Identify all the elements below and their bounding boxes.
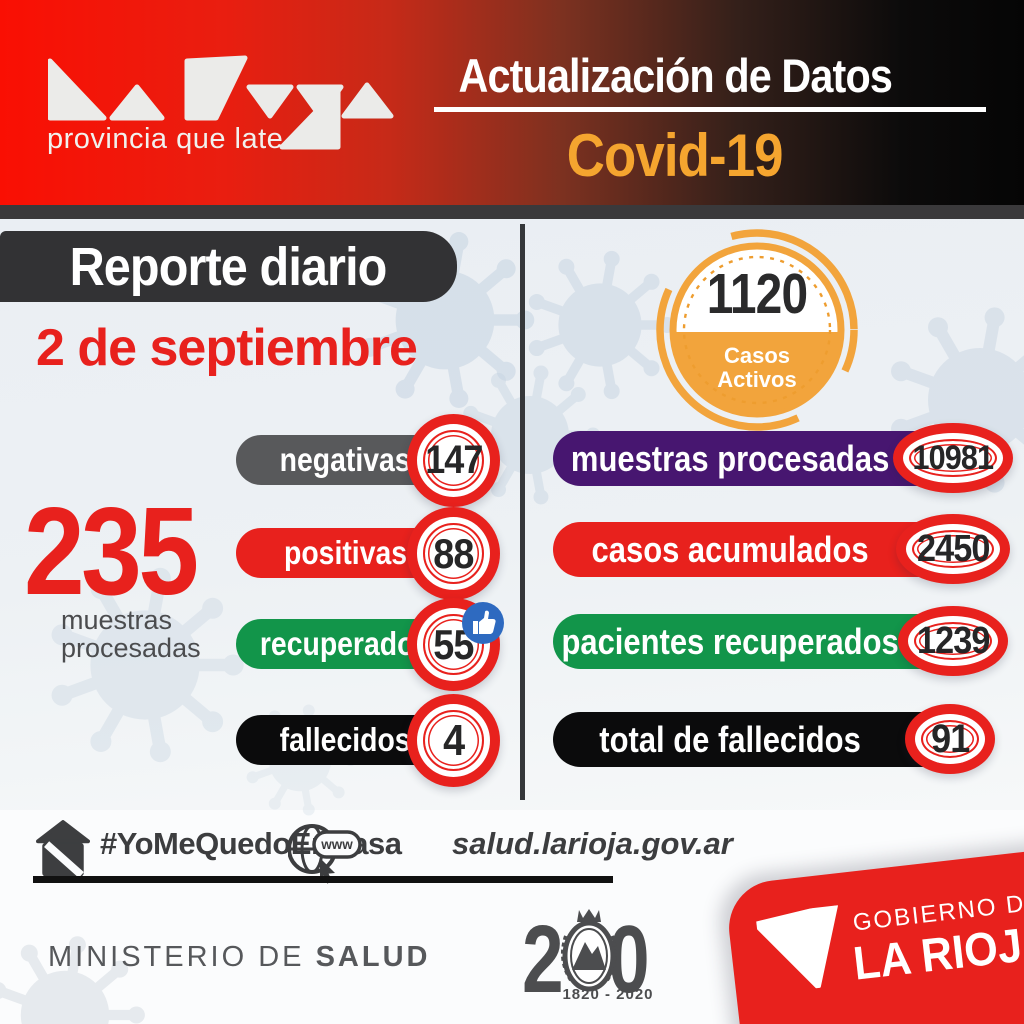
bicentennial-logo: 2 0 1820 - 2020 [520,908,660,1008]
report-title-badge: Reporte diario [0,231,457,302]
report-date: 2 de septiembre [36,319,418,377]
row-recuperados-pill: recuperados [236,619,495,669]
anniversary-digit-2: 2 [522,906,564,1013]
active-cases-rings [656,229,858,431]
anniversary-emblem-icon [560,909,618,992]
daily-samples-value: 235 [24,483,199,621]
row-muestras-procesadas-value-badge: 10981 [893,423,1013,493]
row-negativas-value-badge: 147 [407,414,500,507]
row-muestras-procesadas-pill: muestras procesadas [553,431,952,486]
active-cases-label: Casos Activos [717,343,797,392]
row-casos-acumulados-pill: casos acumulados [553,522,952,577]
row-total-fallecidos-value-badge: 91 [905,704,995,774]
row-positivas-value-badge: 88 [407,507,500,600]
www-label: www [320,837,353,852]
row-fallecidos-value-badge: 4 [407,694,500,787]
house-icon [36,820,90,878]
government-ribbon: GOBIERNO DE LA RIOJA [724,833,1024,1024]
anniversary-years: 1820 - 2020 [562,986,654,1003]
report-title: Reporte diario [70,236,388,297]
active-cases-medal: 1120 Casos Activos [655,228,859,432]
header-underline [434,107,986,112]
active-cases-value: 1120 [706,262,808,326]
header-subtitle: Covid-19 [567,122,784,189]
header-banner: provincia que late Actualización de Dato… [0,0,1024,205]
header-title: Actualización de Datos [458,49,892,102]
row-total-fallecidos-pill: total de fallecidos [553,712,952,767]
daily-samples-label: muestras procesadas [61,605,201,664]
globe-www-icon: www [288,824,362,884]
thumbs-up-icon [462,602,504,644]
row-pacientes-recuperados-value-badge: 1239 [898,606,1008,676]
row-casos-acumulados-value-badge: 2450 [896,514,1010,584]
row-pacientes-recuperados-pill: pacientes recuperados [553,614,952,669]
la-rioja-logo [48,55,394,150]
cursor-icon [320,858,335,884]
website-text: salud.larioja.gov.ar [452,826,733,861]
ribbon-triangle-icon [755,905,838,990]
logo-tagline: provincia que late [47,123,284,155]
column-divider [520,224,525,800]
header-bottom-strip [0,205,1024,219]
ministry-title: MINISTERIO DE SALUD [48,941,431,973]
footer-divider-rule [33,876,613,883]
